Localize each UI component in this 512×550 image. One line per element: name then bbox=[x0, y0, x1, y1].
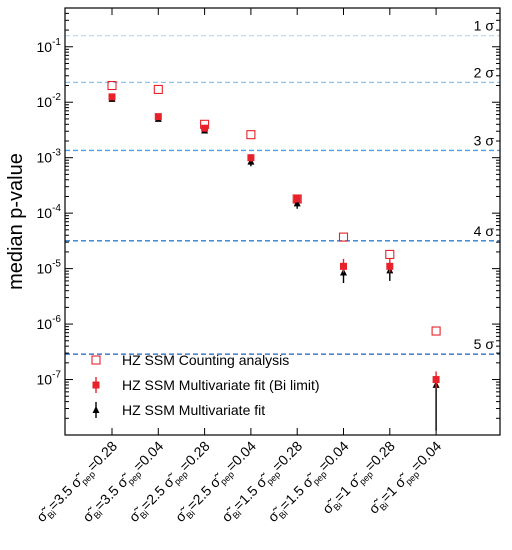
sigma-label: 3 σ bbox=[474, 132, 495, 148]
y-tick-label: 10-2 bbox=[37, 92, 62, 110]
y-axis-label: median p-value bbox=[5, 153, 27, 290]
y-tick-label: 10-4 bbox=[37, 203, 62, 221]
multivariate-bi-point bbox=[247, 154, 255, 162]
sigma-label: 2 σ bbox=[474, 64, 495, 80]
x-category-label: σ̃Bi=3.5 σ̃pep=0.04 bbox=[79, 438, 168, 527]
legend: HZ SSM Counting analysis HZ SSM Multivari… bbox=[91, 352, 320, 418]
y-tick-label: 10-3 bbox=[37, 148, 62, 166]
x-category-label: σ̃Bi=1.5 σ̃pep=0.28 bbox=[218, 438, 307, 527]
counting-point bbox=[431, 326, 441, 336]
sigma-label: 1 σ bbox=[474, 18, 495, 34]
plot-frame bbox=[64, 7, 501, 436]
multivariate-bi-point bbox=[293, 195, 301, 203]
x-category-label: σ̃Bi=3.5 σ̃pep=0.28 bbox=[33, 438, 122, 527]
y-tick-label: 10-1 bbox=[37, 37, 62, 55]
counting-point bbox=[385, 249, 395, 260]
counting-point bbox=[153, 84, 163, 94]
x-category-label: σ̃Bi=1.5 σ̃pep=0.04 bbox=[264, 438, 353, 527]
multivariate-bi-point bbox=[108, 93, 116, 101]
counting-point bbox=[246, 130, 256, 140]
multivariate-bi-point bbox=[386, 262, 394, 270]
y-tick-label: 10-7 bbox=[37, 370, 62, 388]
y-tick-label: 10-5 bbox=[37, 259, 62, 277]
legend-label: HZ SSM Multivariate fit (Bi limit) bbox=[122, 377, 320, 393]
y-tick-label: 10-6 bbox=[37, 314, 62, 332]
series-markers bbox=[107, 80, 441, 431]
y-axis-ticks: 10-1 10-2 10-3 10-4 10-5 10-6 10-7 bbox=[37, 7, 500, 436]
x-category-label: σ̃Bi=2.5 σ̃pep=0.28 bbox=[126, 438, 215, 527]
legend-marker bbox=[92, 406, 100, 413]
x-axis-ticks: σ̃Bi=3.5 σ̃pep=0.28σ̃Bi=3.5 σ̃pep=0.04σ̃… bbox=[33, 8, 444, 527]
counting-point bbox=[107, 80, 117, 91]
legend-marker bbox=[92, 381, 100, 389]
counting-point bbox=[338, 232, 349, 242]
sigma-lines: 1 σ 2 σ 3 σ 4 σ 5 σ bbox=[65, 18, 500, 355]
multivariate-bi-point bbox=[201, 124, 209, 132]
multivariate-bi-point bbox=[340, 262, 347, 270]
multivariate-point bbox=[293, 199, 301, 207]
multivariate-bi-point bbox=[432, 376, 440, 384]
legend-label: HZ SSM Counting analysis bbox=[122, 352, 289, 368]
sigma-label: 4 σ bbox=[474, 223, 495, 239]
x-category-label: σ̃Bi=2.5 σ̃pep=0.04 bbox=[172, 438, 261, 527]
legend-marker bbox=[91, 355, 101, 365]
sigma-label: 5 σ bbox=[474, 336, 495, 352]
multivariate-bi-point bbox=[154, 113, 162, 121]
legend-label: HZ SSM Multivariate fit bbox=[122, 402, 265, 418]
